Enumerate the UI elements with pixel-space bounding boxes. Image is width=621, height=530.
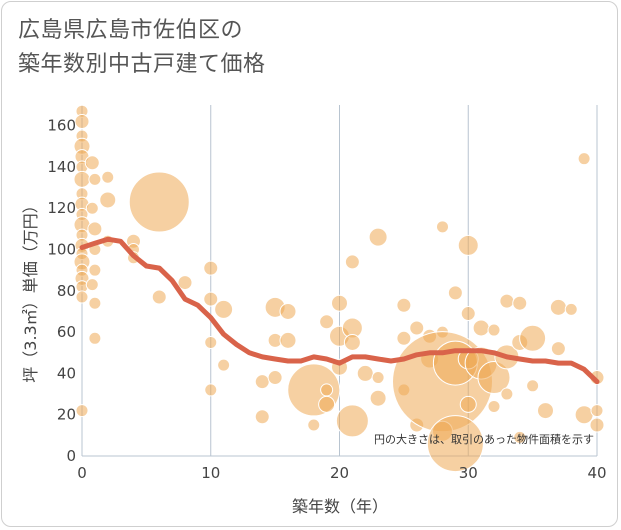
data-point-bubble [89, 264, 101, 276]
data-point-bubble [268, 371, 282, 385]
data-point-bubble [590, 418, 604, 432]
data-point-bubble [74, 171, 90, 187]
data-point-bubble [397, 331, 411, 345]
data-point-bubble [86, 279, 98, 291]
data-point-bubble [255, 375, 269, 389]
data-point-bubble [178, 276, 192, 290]
data-point-bubble [473, 320, 489, 336]
data-point-bubble [308, 419, 320, 431]
y-tick-label: 20 [57, 406, 76, 424]
data-point-bubble [513, 296, 527, 310]
data-point-bubble [591, 405, 603, 417]
data-point-bubble [204, 292, 218, 306]
x-tick-label: 30 [459, 464, 478, 482]
data-point-bubble [89, 332, 101, 344]
data-point-bubble [215, 300, 233, 318]
y-tick-label: 100 [47, 241, 76, 259]
data-point-bubble [100, 192, 116, 208]
x-tick-label: 0 [77, 464, 87, 482]
data-point-bubble [538, 403, 554, 419]
data-point-bubble [129, 172, 189, 232]
data-point-bubble [357, 365, 373, 381]
data-point-bubble [500, 294, 514, 308]
data-point-bubble [344, 334, 360, 350]
data-point-bubble [102, 171, 114, 183]
x-axis-label: 築年数（年） [292, 497, 388, 516]
data-point-bubble [437, 221, 449, 233]
data-point-bubble [458, 235, 478, 255]
scatter-chart: 0 10 20 30 40 0 20 40 60 80 100 120 140 160 築年数（年） 坪… [0, 0, 621, 530]
data-point-bubble [319, 396, 335, 412]
data-point-bubble [89, 297, 101, 309]
data-point-bubble [332, 295, 348, 311]
y-axis-ticks: 0 20 40 60 80 100 120 140 160 [47, 117, 76, 465]
data-point-bubble [76, 291, 88, 303]
data-point-bubble [461, 307, 475, 321]
y-tick-label: 120 [47, 199, 76, 217]
data-point-bubble [280, 332, 296, 348]
data-point-bubble [76, 405, 88, 417]
data-point-bubble [255, 410, 269, 424]
y-tick-label: 0 [66, 447, 76, 465]
data-point-bubble [89, 173, 101, 185]
data-point-bubble [336, 405, 368, 437]
x-tick-label: 40 [587, 464, 606, 482]
data-point-bubble [205, 336, 217, 348]
data-point-bubble [345, 255, 359, 269]
data-point-bubble [369, 228, 387, 246]
data-point-bubble [86, 202, 98, 214]
data-point-bubble [410, 321, 424, 335]
data-point-bubble [575, 406, 593, 424]
data-point-bubble [488, 400, 500, 412]
data-point-bubble [152, 290, 166, 304]
data-point-bubble [88, 222, 102, 236]
x-tick-label: 10 [201, 464, 220, 482]
y-tick-label: 40 [57, 364, 76, 382]
x-axis-ticks: 0 10 20 30 40 [77, 464, 606, 482]
x-tick-label: 20 [330, 464, 349, 482]
data-point-bubble [501, 388, 513, 400]
data-point-bubble [488, 324, 500, 336]
data-point-bubble [205, 384, 217, 396]
data-point-bubble [397, 298, 411, 312]
data-point-bubble [372, 372, 384, 384]
data-point-bubble [85, 156, 99, 170]
y-tick-label: 140 [47, 158, 76, 176]
y-axis-label: 坪（3.3㎡）単価（万円） [21, 197, 40, 382]
data-point-bubble [527, 380, 539, 392]
data-point-bubble [370, 390, 386, 406]
data-point-bubble [204, 261, 218, 275]
data-point-bubble [520, 325, 546, 351]
data-point-bubble [460, 396, 476, 412]
y-tick-label: 160 [47, 117, 76, 135]
data-point-bubble [551, 342, 565, 356]
data-point-bubble [320, 315, 334, 329]
data-point-bubble [565, 303, 577, 315]
data-point-bubble [448, 286, 462, 300]
y-tick-label: 80 [57, 282, 76, 300]
data-point-bubble [550, 299, 566, 315]
data-point-bubble [321, 384, 333, 396]
data-point-bubble [280, 303, 296, 319]
data-point-bubble [75, 115, 89, 129]
bubble-size-note: 円の大きさは、取引のあった物件面積を示す [374, 432, 594, 446]
data-point-bubble [578, 153, 590, 165]
data-point-bubble [218, 359, 230, 371]
y-tick-label: 60 [57, 323, 76, 341]
